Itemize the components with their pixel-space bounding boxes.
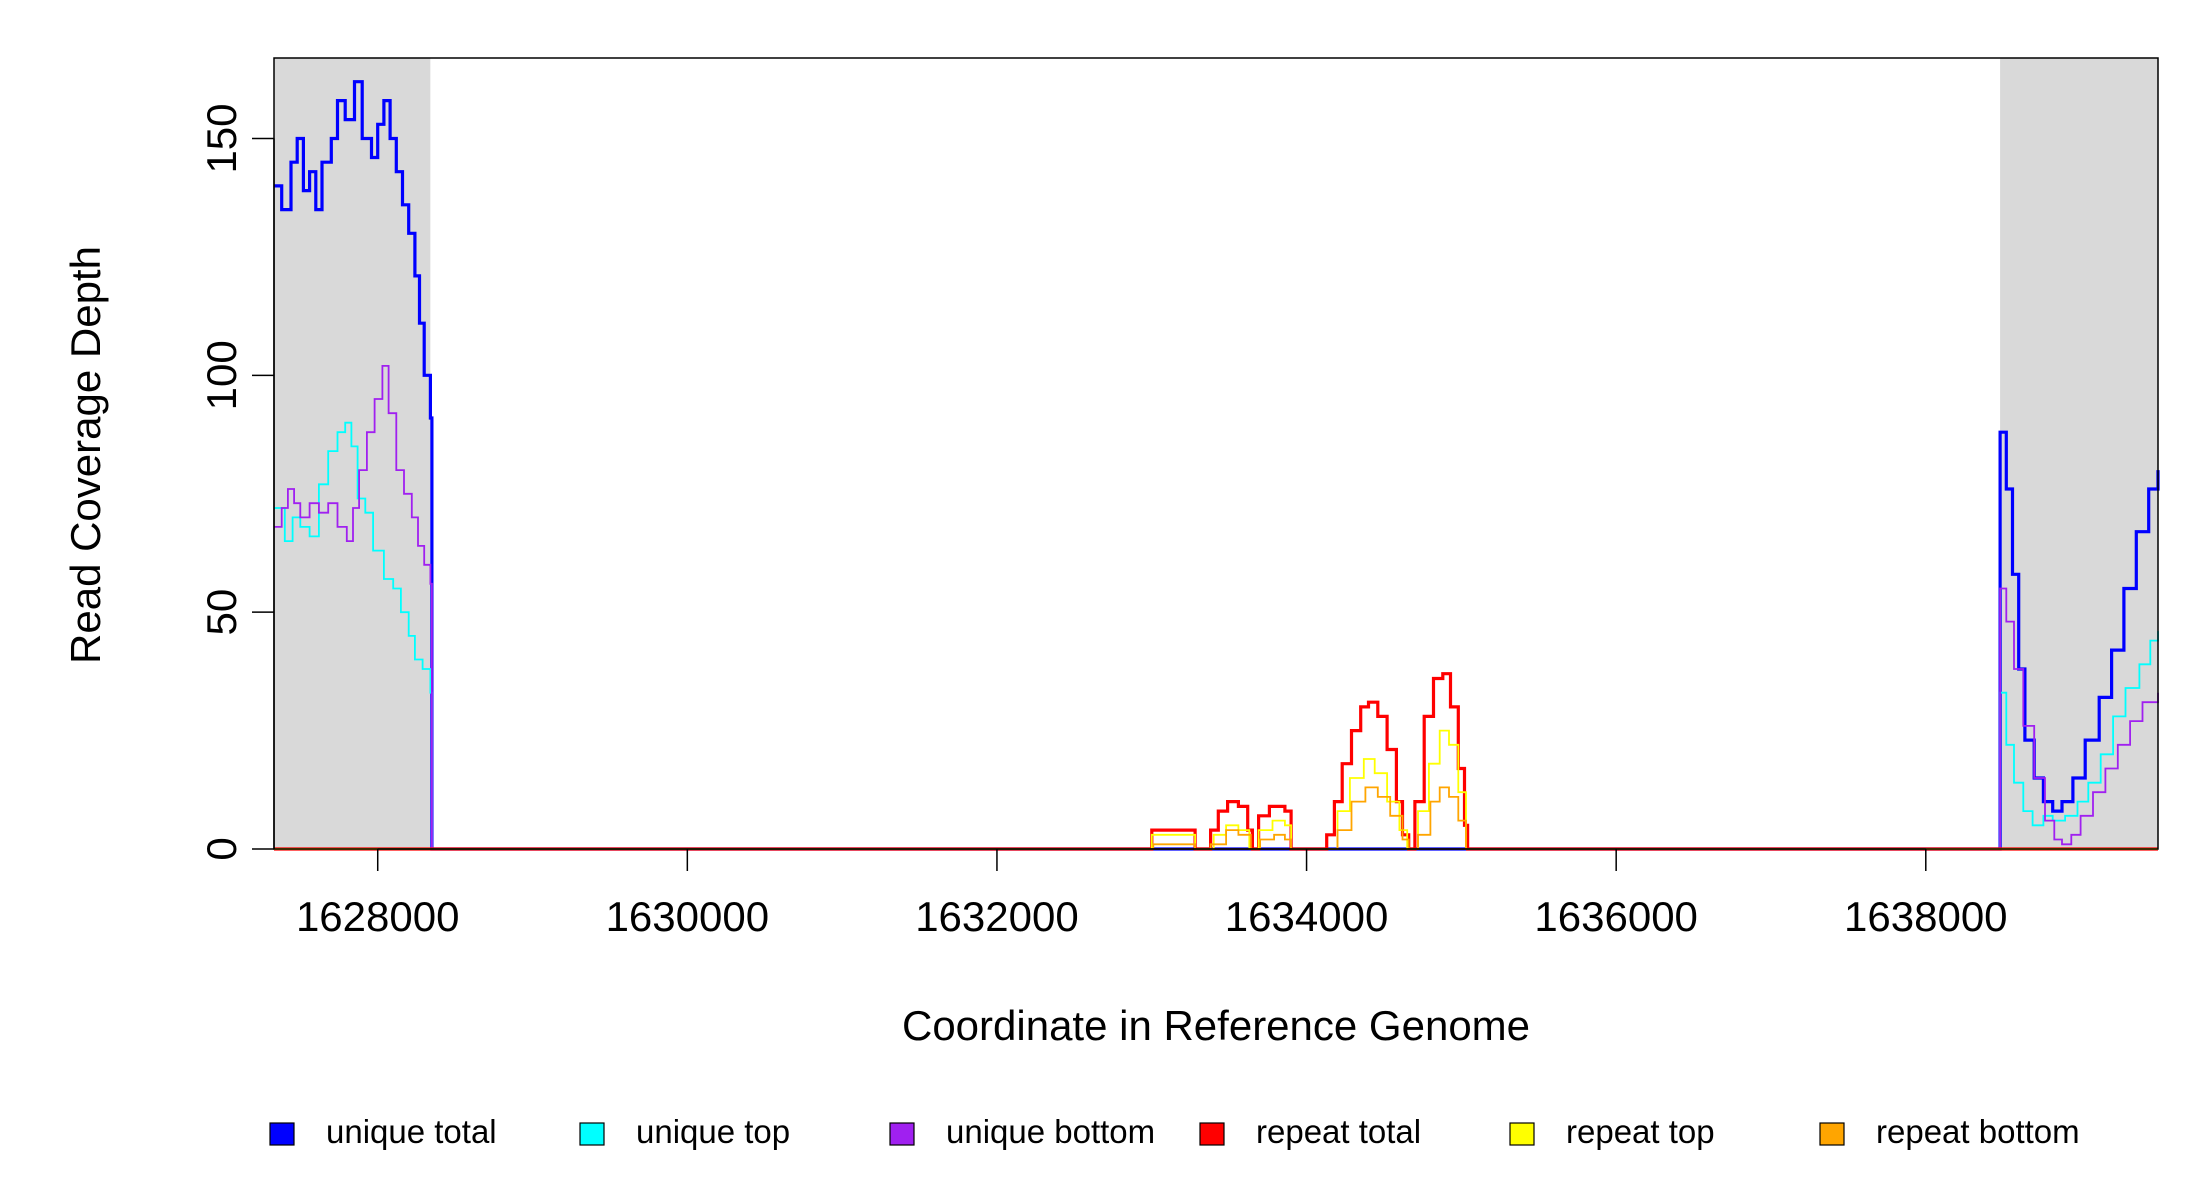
shaded-regions — [274, 58, 2158, 849]
y-tick-label: 150 — [198, 103, 245, 173]
legend-swatch-unique-total — [269, 1122, 295, 1146]
series-line-repeat-bottom — [274, 786, 2158, 850]
y-axis: 0 50 100 150 — [198, 103, 275, 861]
y-axis-label: Read Coverage Depth — [62, 246, 109, 664]
legend-label-repeat-top: repeat top — [1566, 1113, 1715, 1150]
legend-swatch-repeat-total — [1199, 1122, 1225, 1146]
legend-label-unique-top: unique top — [636, 1113, 790, 1150]
x-tick-label: 1630000 — [606, 893, 770, 940]
y-tick-label: 0 — [198, 837, 245, 860]
legend-label-repeat-bottom: repeat bottom — [1876, 1113, 2080, 1150]
x-tick-label: 1638000 — [1844, 893, 2008, 940]
x-tick-label: 1632000 — [915, 893, 1079, 940]
series-line-unique-bottom — [274, 365, 2159, 850]
legend: unique total unique top unique bottom repea… — [269, 1113, 2080, 1150]
x-tick-label: 1636000 — [1534, 893, 1698, 940]
legend-swatch-unique-bottom — [889, 1122, 915, 1146]
legend-label-unique-bottom: unique bottom — [946, 1113, 1155, 1150]
x-axis-label: Coordinate in Reference Genome — [902, 1002, 1530, 1049]
legend-swatch-repeat-bottom — [1819, 1122, 1845, 1146]
legend-label-repeat-total: repeat total — [1256, 1113, 1421, 1150]
series-layer — [274, 80, 2160, 851]
x-tick-label: 1634000 — [1225, 893, 1389, 940]
shaded-region-1 — [274, 58, 431, 849]
y-tick-label: 50 — [198, 589, 245, 636]
plot-frame — [273, 57, 2159, 850]
series-line-unique-top — [274, 421, 2159, 850]
series-line-unique-total — [274, 80, 2160, 851]
x-tick-label: 1628000 — [296, 893, 460, 940]
y-tick-label: 100 — [198, 340, 245, 410]
legend-label-unique-total: unique total — [326, 1113, 497, 1150]
legend-swatch-unique-top — [579, 1122, 605, 1146]
legend-swatch-repeat-top — [1509, 1122, 1535, 1146]
series-line-repeat-total — [274, 672, 2158, 851]
x-axis: 1628000 1630000 1632000 1634000 1636000 16380… — [296, 848, 2008, 940]
